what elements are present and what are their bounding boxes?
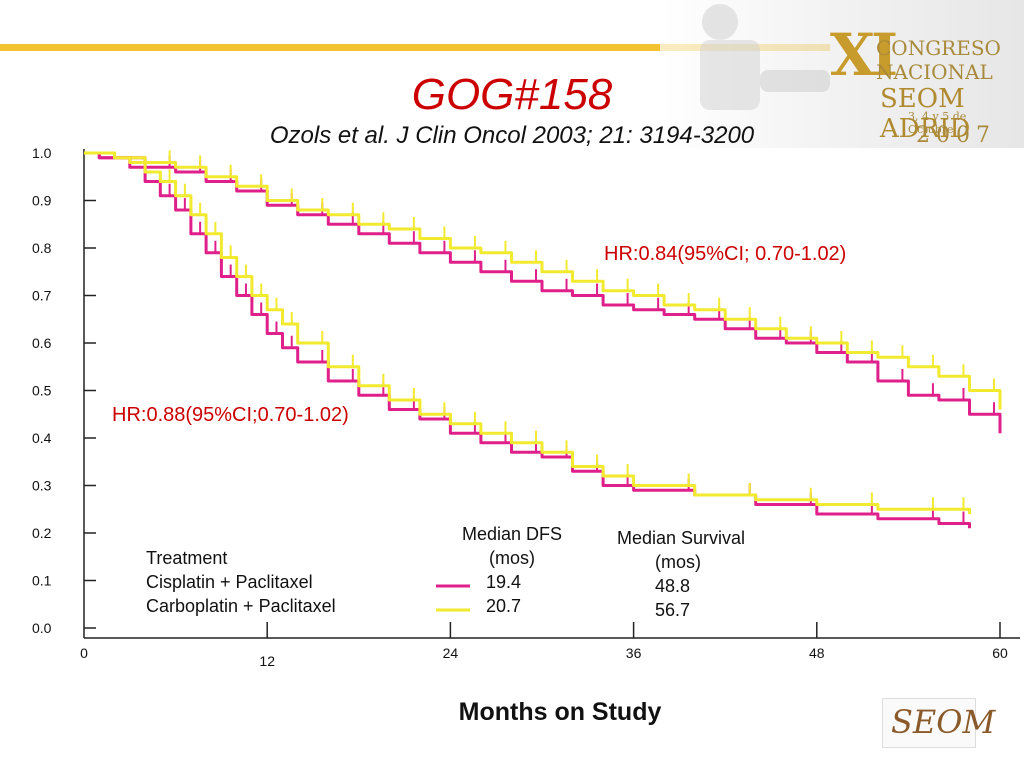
hr-dfs-annotation: HR:0.88(95%CI;0.70-1.02) [112, 404, 349, 426]
chart-series [84, 150, 1002, 529]
series-line-dfs-cisplatin [84, 151, 971, 529]
median-survival-arm2: 56.7 [655, 600, 691, 620]
median-dfs-legend: Median DFS (mos) 19.4 20.7 [450, 522, 590, 618]
hr-os-annotation: HR:0.84(95%CI; 0.70-1.02) [604, 243, 847, 265]
congress-word-congreso: CONGRESO [876, 36, 1001, 60]
series-line-os-carboplatin [84, 151, 1002, 410]
y-tick-label: 0.0 [32, 620, 52, 636]
congress-dates: 3, 4 y 5 de Octubre [908, 110, 967, 136]
median-dfs-arm2: 20.7 [486, 596, 522, 616]
slide-title: GOG#158 [411, 70, 613, 119]
y-tick-label: 0.9 [32, 193, 52, 209]
congress-year: 2007 [916, 123, 996, 148]
median-dfs-units: (mos) [489, 548, 535, 568]
median-survival-header: Median Survival [617, 528, 746, 548]
title-accent-bar [0, 44, 830, 51]
y-tick-label: 1.0 [32, 145, 52, 161]
y-tick-label: 0.4 [32, 430, 52, 446]
x-axis-label: Months on Study [458, 698, 662, 726]
congress-word-seom: SEOM ADRID [880, 84, 971, 144]
seom-footer-logo: SEOM [882, 698, 995, 748]
seom-logo-text: SEOM [891, 703, 996, 741]
chart-axes: 0.0 0.1 0.2 0.3 0.4 0.5 0.6 0.7 0.8 0.9 1.0 0 12 24 36… [32, 145, 1020, 669]
median-dfs-arm1: 19.4 [486, 572, 522, 592]
y-tick-label: 0.2 [32, 525, 52, 541]
congress-roman-numeral: XI [830, 21, 898, 89]
treatment-header: Treatment [146, 548, 228, 568]
y-tick-label: 0.1 [32, 573, 52, 589]
treatment-arm1: Cisplatin + Paclitaxel [146, 572, 313, 592]
x-tick-label: 60 [992, 645, 1008, 661]
x-tick-label: 12 [259, 653, 275, 669]
y-tick-label: 0.3 [32, 478, 52, 494]
median-survival-arm1: 48.8 [655, 576, 691, 596]
x-tick-label: 0 [80, 645, 88, 661]
x-tick-label: 48 [809, 645, 825, 661]
series-line-dfs-carboplatin [84, 151, 971, 514]
treatment-arm2: Carboplatin + Paclitaxel [146, 596, 336, 616]
slide-subtitle: Ozols et al. J Clin Oncol 2003; 21: 3194… [269, 122, 755, 149]
series-line-os-cisplatin [84, 151, 1002, 434]
y-tick-label: 0.8 [32, 240, 52, 256]
treatment-legend: Treatment Cisplatin + Paclitaxel Carbopl… [146, 546, 336, 618]
microscope-background-image [660, 0, 1024, 148]
legend-lines [436, 584, 470, 612]
median-dfs-header: Median DFS [461, 524, 563, 544]
median-survival-legend: Median Survival (mos) 48.8 56.7 [617, 526, 797, 622]
y-tick-label: 0.6 [32, 335, 52, 351]
x-tick-label: 36 [626, 645, 642, 661]
median-survival-units: (mos) [655, 552, 701, 572]
y-tick-label: 0.5 [32, 383, 52, 399]
x-tick-label: 24 [443, 645, 459, 661]
congress-word-nacional: NACIONAL [876, 60, 993, 84]
y-tick-label: 0.7 [32, 288, 52, 304]
